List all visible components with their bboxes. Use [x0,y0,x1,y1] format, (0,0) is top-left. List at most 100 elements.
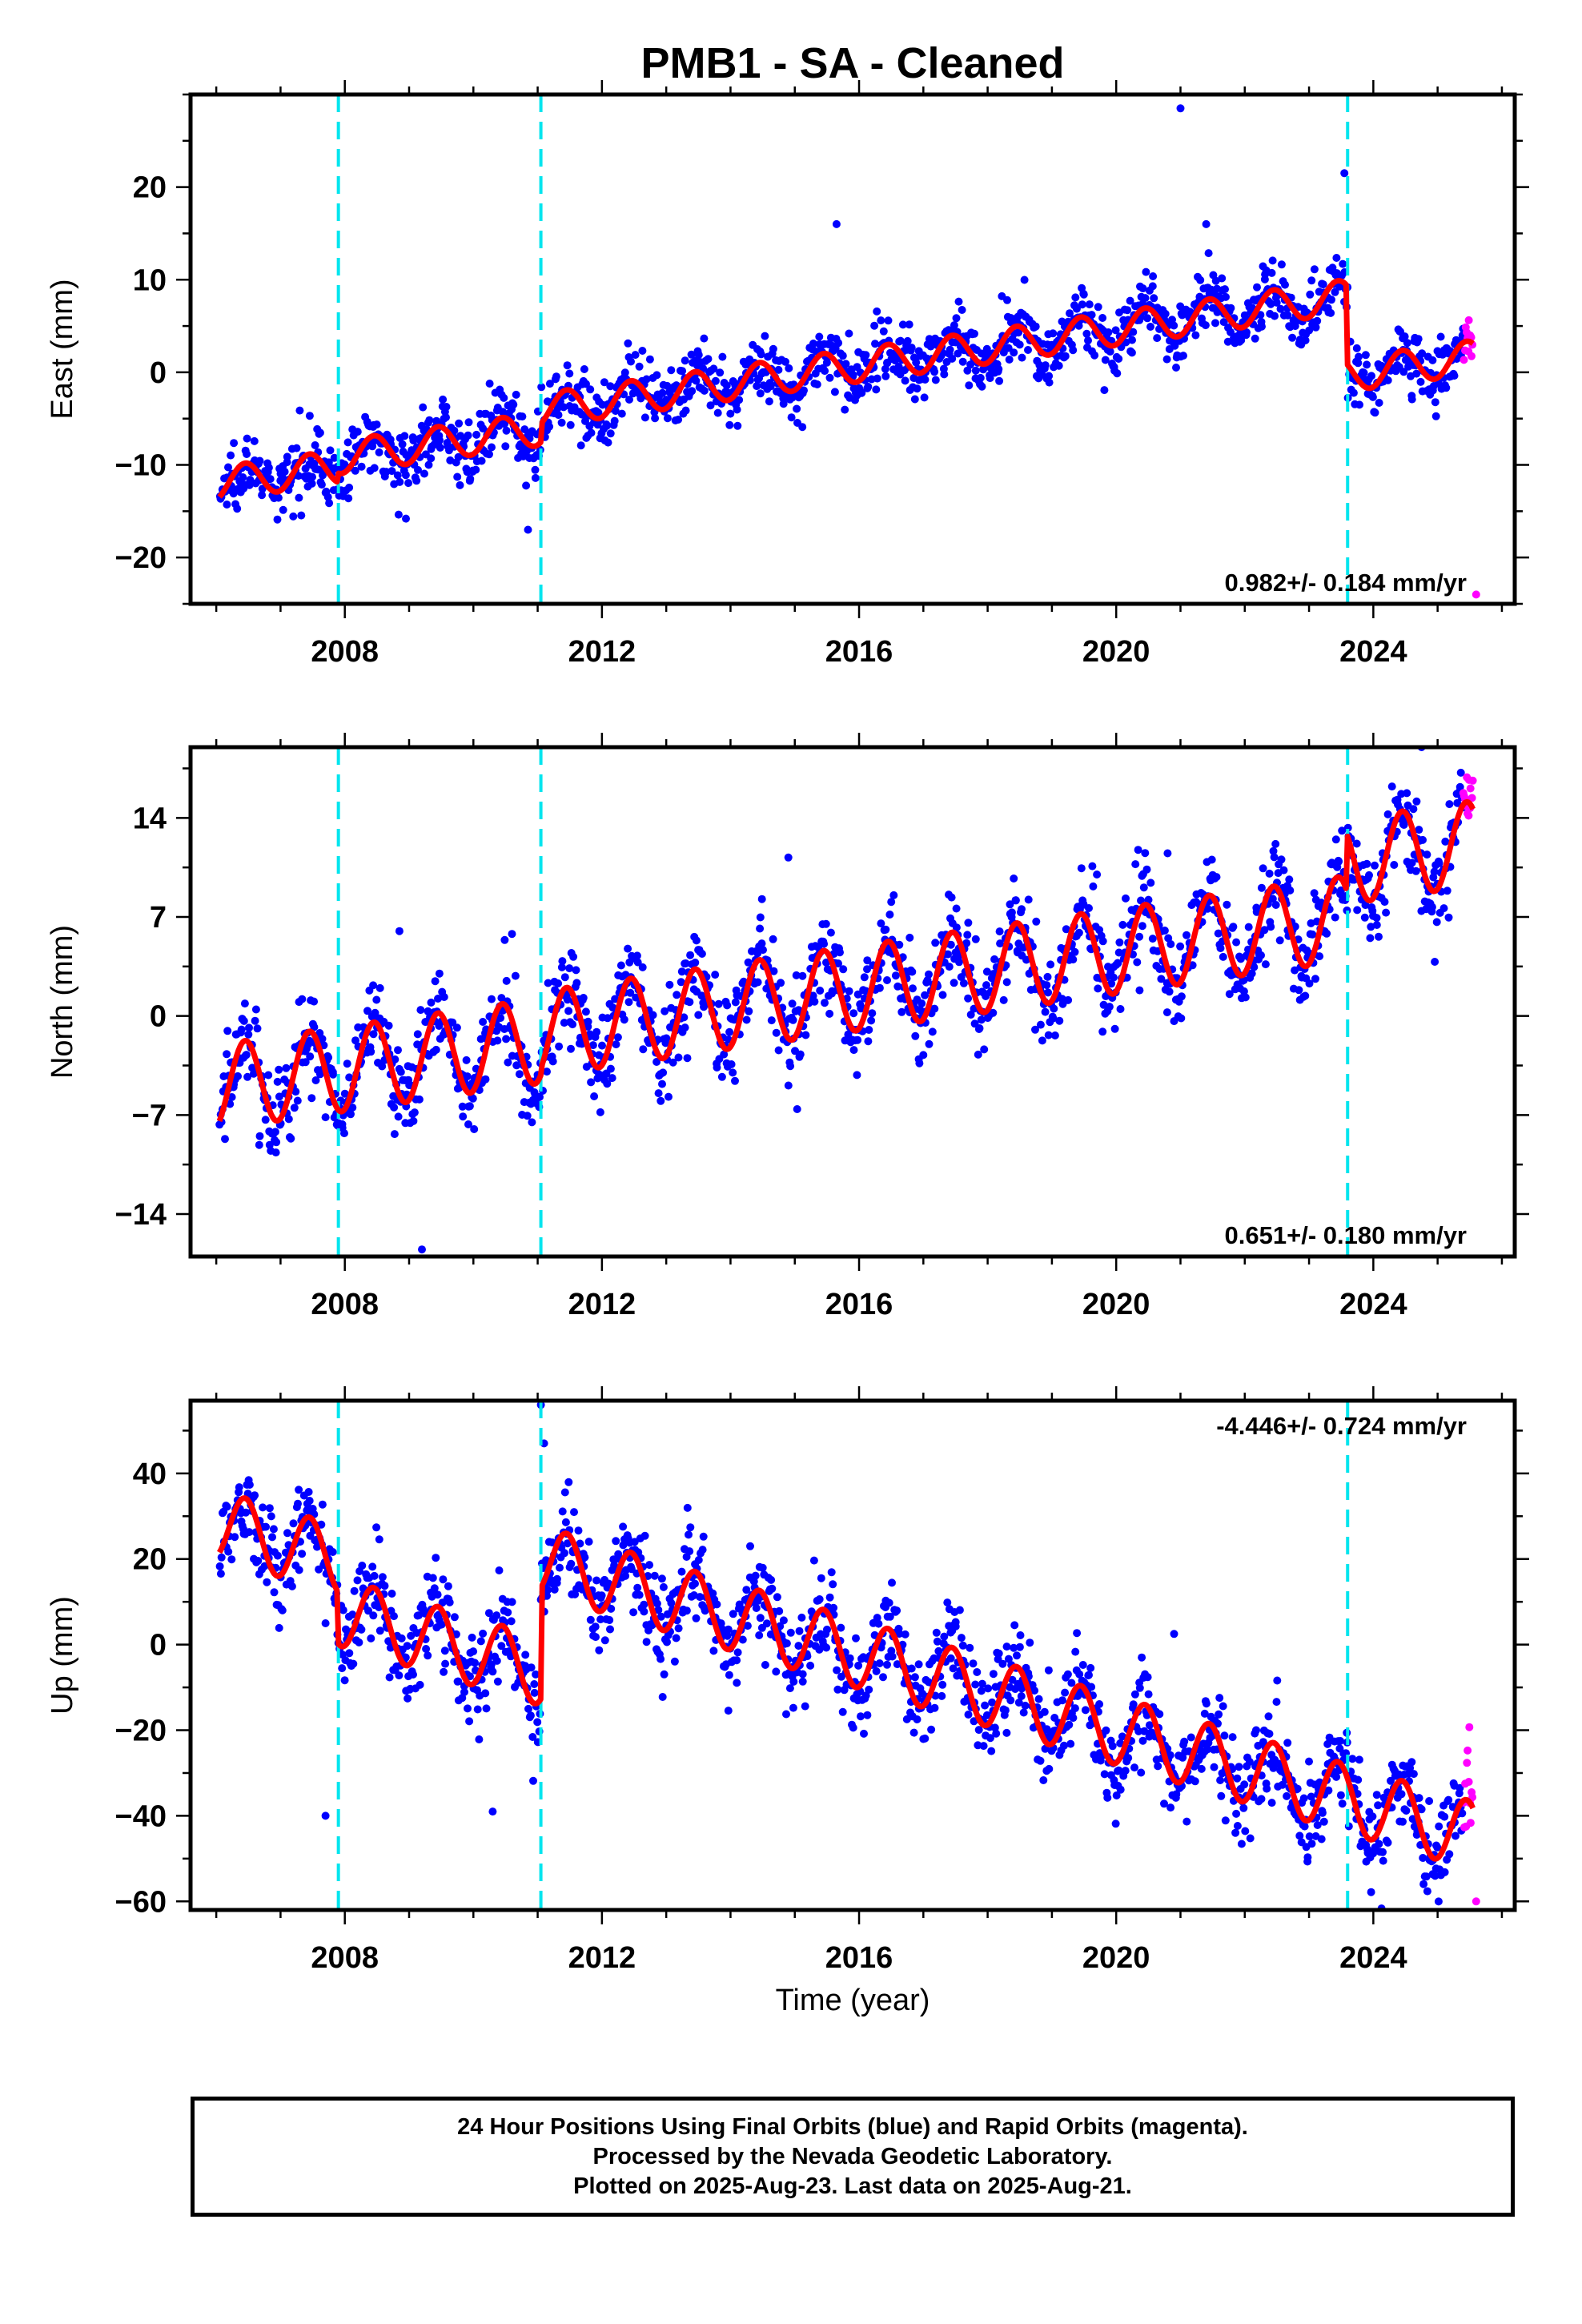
final-orbit-point [529,1776,537,1785]
final-orbit-point [310,1023,319,1031]
final-orbit-point [1010,1643,1018,1652]
final-orbit-point [293,1096,302,1105]
final-orbit-point [729,1068,737,1077]
final-orbit-point [1383,810,1392,818]
up-y-tick-label: −20 [115,1715,167,1748]
final-orbit-point [321,1619,330,1627]
final-orbit-point [1439,904,1448,913]
final-orbit-point [600,378,608,387]
final-orbit-point [1004,1655,1013,1663]
final-orbit-point [330,453,339,462]
rapid-orbit-point [1464,1778,1473,1786]
final-orbit-point [874,1619,883,1628]
final-orbit-point [1070,947,1079,956]
east-x-tick-label: 2008 [311,635,379,669]
final-orbit-point [287,1134,295,1143]
final-orbit-point [1232,1809,1241,1818]
final-orbit-point [1170,321,1178,330]
final-orbit-point [713,1600,721,1609]
final-orbit-point [1089,882,1098,891]
final-orbit-point [1257,951,1265,959]
final-orbit-point [757,350,765,359]
final-orbit-point [1417,1805,1426,1814]
final-orbit-point [1239,987,1248,995]
final-orbit-point [901,1630,909,1638]
final-orbit-point [1130,1690,1139,1699]
final-orbit-point [681,959,690,967]
final-orbit-point [484,1609,493,1618]
final-orbit-point [369,981,378,990]
final-orbit-point [606,429,615,438]
final-orbit-point [1180,1737,1189,1746]
final-orbit-point [879,1673,887,1682]
final-orbit-point [323,493,332,501]
final-orbit-point [1144,1690,1153,1699]
final-orbit-point [310,997,319,1006]
final-orbit-point [592,1027,601,1036]
final-orbit-point [243,434,251,443]
final-orbit-point [1355,352,1363,361]
final-orbit-point [468,1094,477,1103]
final-orbit-point [554,411,563,420]
final-orbit-point [1150,294,1158,303]
final-orbit-point [1379,1848,1387,1856]
final-orbit-point [975,1024,984,1032]
final-orbit-point [1104,328,1113,336]
final-orbit-point [1361,351,1370,360]
final-orbit-point [436,436,444,444]
final-orbit-point [989,1008,998,1017]
final-orbit-point [502,976,511,985]
final-orbit-point [950,321,958,330]
final-orbit-point [822,1643,831,1652]
final-orbit-point [1305,1757,1313,1766]
final-orbit-point [709,1647,718,1655]
final-orbit-point [576,1539,584,1548]
final-orbit-point [497,1642,506,1651]
final-orbit-point [1452,1831,1460,1840]
final-orbit-point [1163,849,1172,858]
final-orbit-point [550,1585,559,1594]
final-orbit-point [887,898,896,907]
final-orbit-point [995,927,1004,936]
final-orbit-point [701,1606,709,1615]
final-orbit-point [1114,948,1123,957]
final-orbit-point [834,339,843,348]
final-orbit-point [685,998,694,1007]
final-orbit-point [1109,973,1118,982]
final-orbit-point [779,400,788,408]
up-y-axis-label: Up (mm) [46,1596,79,1715]
final-orbit-point [893,982,902,991]
final-orbit-point [632,993,640,1002]
final-orbit-point [1291,923,1299,931]
final-orbit-point [345,1649,354,1658]
final-orbit-point [998,1659,1007,1668]
final-orbit-point [565,369,574,378]
final-orbit-point [940,370,949,379]
final-orbit-point [459,1112,468,1121]
final-orbit-point [1313,1821,1322,1829]
final-orbit-point [279,505,287,514]
up-x-tick-label: 2024 [1339,1941,1407,1975]
final-orbit-point [275,1092,283,1101]
final-orbit-point [746,1542,754,1550]
up-rate-label: -4.446+/- 0.724 mm/yr [1216,1412,1467,1440]
final-orbit-point [1267,923,1275,931]
final-orbit-point [927,1725,936,1734]
final-orbit-point [755,1631,764,1639]
final-orbit-point [255,1132,264,1140]
final-orbit-point [638,963,647,971]
final-orbit-point [410,1108,419,1117]
final-orbit-point [970,329,978,338]
final-orbit-point [823,1625,831,1634]
final-orbit-point [635,362,644,371]
final-orbit-point [1211,276,1220,285]
final-orbit-point [1105,1003,1114,1011]
final-orbit-point [455,419,464,428]
final-orbit-point [1069,346,1078,355]
final-orbit-point [883,1660,891,1669]
final-orbit-point [605,1616,614,1624]
final-orbit-point [1219,318,1228,327]
final-orbit-point [1423,1887,1431,1896]
final-orbit-point [1338,1799,1347,1808]
final-orbit-point [925,970,933,979]
